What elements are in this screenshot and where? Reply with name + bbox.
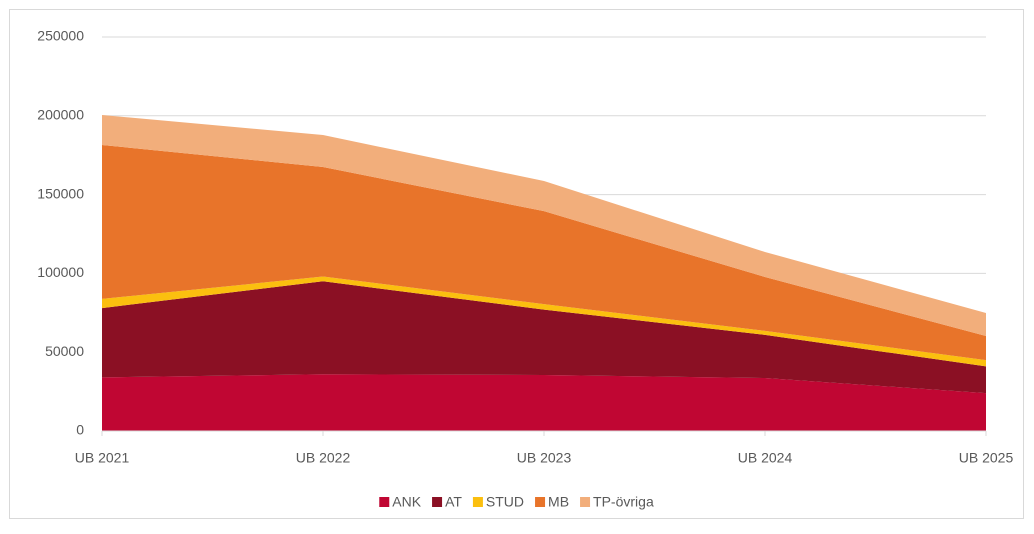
x-tick-label: UB 2021 — [75, 450, 130, 466]
area — [102, 374, 986, 431]
legend: ANK AT STUD MB TP-övriga — [379, 494, 654, 510]
area — [102, 144, 986, 361]
x-tick-label: UB 2023 — [517, 450, 572, 466]
y-tick-label: 50000 — [45, 343, 84, 359]
legend-item: TP-övriga — [580, 494, 654, 510]
legend-swatch — [535, 497, 546, 507]
axes: 0 50000 100000 150000 200000 250000 UB 2021 UB … — [37, 28, 1013, 466]
y-tick-label: 100000 — [37, 264, 84, 280]
area — [102, 115, 986, 336]
legend-label: ANK — [392, 494, 421, 510]
legend-swatch — [432, 497, 443, 507]
x-tick-label: UB 2024 — [738, 450, 793, 466]
y-tick-label: 0 — [76, 422, 84, 438]
x-tick-label: UB 2025 — [959, 450, 1014, 466]
legend-label: STUD — [486, 494, 524, 510]
legend-label: MB — [548, 494, 569, 510]
legend-item: STUD — [472, 494, 524, 510]
y-tick-label: 200000 — [37, 107, 84, 123]
legend-item: ANK — [379, 494, 422, 510]
legend-swatch — [580, 497, 591, 507]
legend-item: MB — [535, 494, 569, 510]
legend-swatch — [379, 497, 390, 507]
areas — [102, 115, 986, 431]
y-tick-label: 150000 — [37, 185, 84, 201]
legend-label: AT — [445, 494, 462, 510]
legend-item: AT — [432, 494, 462, 510]
x-tick-label: UB 2022 — [296, 450, 351, 466]
area — [102, 281, 986, 394]
y-tick-label: 250000 — [37, 28, 84, 44]
legend-label: TP-övriga — [593, 494, 654, 510]
legend-swatch — [472, 497, 483, 507]
